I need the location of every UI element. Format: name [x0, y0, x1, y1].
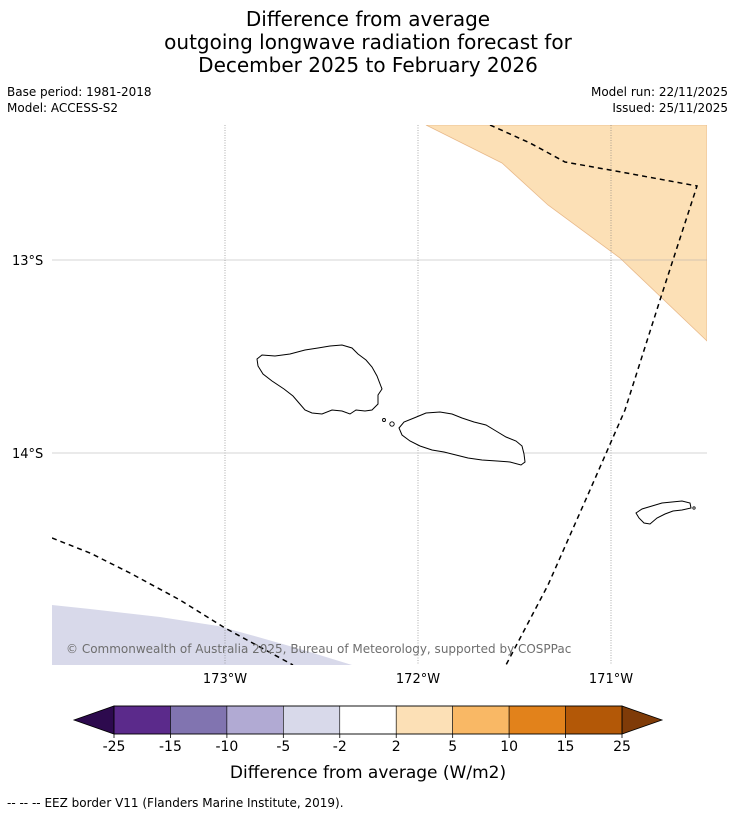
colorbar-segment	[565, 705, 623, 735]
map-copyright: © Commonwealth of Australia 2025, Bureau…	[66, 642, 571, 656]
title-line-1: Difference from average	[245, 7, 491, 31]
colorbar-segment	[113, 705, 171, 735]
colorbar-tick-label: 5	[448, 739, 457, 755]
colorbar-tick-label: 2	[392, 739, 401, 755]
island-aunuu	[692, 506, 696, 510]
title-line-2: outgoing longwave radiation forecast for	[164, 30, 572, 54]
colorbar-tick-label: -2	[333, 739, 347, 755]
anomaly-positive-region	[425, 125, 707, 342]
island-apolima	[382, 418, 386, 422]
lat-label-13s: 13°S	[12, 254, 43, 269]
colorbar-segment	[395, 705, 453, 735]
island-tutuila	[635, 500, 692, 525]
colorbar-segment	[452, 705, 510, 735]
colorbar: -25 -15 -10 -5 -2 2 5 10 15 25 Difference from av…	[72, 705, 664, 783]
colorbar-tick-label: 10	[500, 739, 518, 755]
colorbar-tick-label: -10	[215, 739, 238, 755]
meta-left: Base period: 1981-2018 Model: ACCESS-S2	[7, 84, 152, 116]
eez-border-upper	[489, 125, 698, 665]
colorbar-segment	[170, 705, 228, 735]
colorbar-under-arrow	[72, 705, 115, 735]
lon-label-171w: 171°W	[589, 672, 633, 687]
model-run: Model run: 22/11/2025	[590, 85, 728, 99]
island-upolu	[398, 411, 526, 466]
footer-legend: -- -- -- EEZ border V11 (Flanders Marine…	[7, 796, 344, 810]
colorbar-tick-label: -5	[276, 739, 290, 755]
meta-right: Model run: 22/11/2025 Issued: 25/11/2025	[591, 84, 728, 116]
colorbar-outline	[113, 705, 623, 735]
island-savaii	[256, 344, 383, 415]
colorbar-tick-label: 15	[557, 739, 575, 755]
colorbar-label: Difference from average (W/m2)	[230, 763, 506, 783]
eez-legend-symbol: -- -- --	[7, 796, 41, 810]
lon-label-172w: 172°W	[396, 672, 440, 687]
colorbar-segment	[226, 705, 284, 735]
colorbar-segment	[339, 705, 397, 735]
colorbar-tick-label: -15	[159, 739, 182, 755]
colorbar-segment	[283, 705, 341, 735]
colorbar-over-arrow	[621, 705, 664, 735]
island-manono	[389, 421, 395, 427]
eez-legend-text: EEZ border V11 (Flanders Marine Institut…	[44, 796, 344, 810]
model-name: Model: ACCESS-S2	[7, 101, 119, 115]
lat-label-14s: 14°S	[12, 447, 43, 462]
anomaly-negative-region	[52, 605, 352, 665]
base-period: Base period: 1981-2018	[7, 85, 152, 99]
title-line-3: December 2025 to February 2026	[198, 53, 538, 77]
colorbar-tick-label: 25	[613, 739, 631, 755]
colorbar-segment	[508, 705, 566, 735]
colorbar-tick-label: -25	[103, 739, 126, 755]
graticule	[52, 125, 707, 665]
issued-date: Issued: 25/11/2025	[612, 101, 728, 115]
lon-label-173w: 173°W	[203, 672, 247, 687]
eez-border-lower-left	[52, 537, 294, 665]
